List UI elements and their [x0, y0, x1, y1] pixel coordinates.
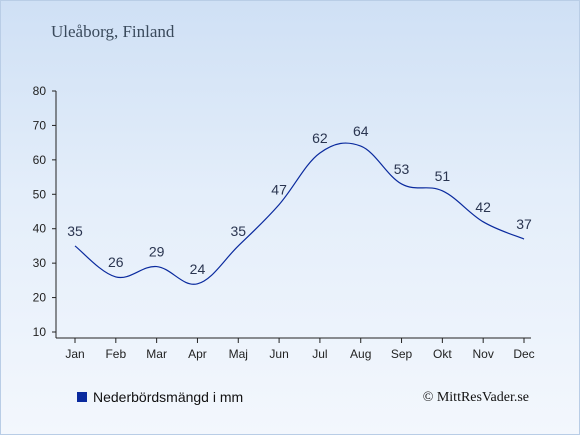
x-tick-label: Feb — [105, 347, 126, 361]
data-label: 42 — [475, 199, 491, 215]
data-label: 62 — [312, 130, 328, 146]
y-tick-label: 80 — [33, 84, 47, 98]
data-label: 29 — [149, 244, 165, 260]
legend-label: Nederbördsmängd i mm — [93, 389, 244, 405]
data-label: 35 — [67, 223, 83, 239]
data-label: 51 — [435, 168, 451, 184]
y-tick-label: 30 — [33, 256, 47, 270]
y-tick-label: 50 — [33, 187, 47, 201]
precipitation-line — [74, 142, 525, 285]
copyright-notice: © MittResVader.se — [422, 390, 529, 405]
legend: Nederbördsmängd i mm — [77, 389, 243, 405]
chart-title: Uleåborg, Finland — [51, 22, 175, 41]
x-tick-label: Sep — [391, 347, 413, 361]
x-tick-label: Nov — [473, 347, 494, 361]
data-label: 26 — [108, 254, 124, 270]
x-tick-label: Okt — [433, 347, 452, 361]
x-tick-label: Aug — [350, 347, 371, 361]
data-label: 53 — [394, 161, 410, 177]
y-tick-label: 60 — [33, 153, 47, 167]
data-label: 24 — [190, 261, 206, 277]
y-tick-label: 10 — [33, 325, 47, 339]
x-tick-label: Apr — [188, 347, 207, 361]
y-tick-label: 20 — [33, 291, 47, 305]
data-label: 37 — [516, 216, 532, 232]
x-tick-label: Dec — [513, 347, 534, 361]
x-tick-label: Jun — [269, 347, 288, 361]
x-tick-label: Jan — [65, 347, 84, 361]
data-label: 47 — [271, 182, 287, 198]
data-label: 35 — [230, 223, 246, 239]
x-tick-label: Mar — [146, 347, 167, 361]
data-label: 64 — [353, 123, 369, 139]
y-tick-label: 70 — [33, 118, 47, 132]
legend-swatch — [77, 392, 87, 402]
y-tick-label: 40 — [33, 222, 47, 236]
x-tick-label: Jul — [312, 347, 327, 361]
x-tick-label: Maj — [229, 347, 248, 361]
chart-plot: 10 20 30 40 50 60 70 80 Jan Feb Mar Apr Maj Jun Jul Aug… — [33, 84, 535, 361]
